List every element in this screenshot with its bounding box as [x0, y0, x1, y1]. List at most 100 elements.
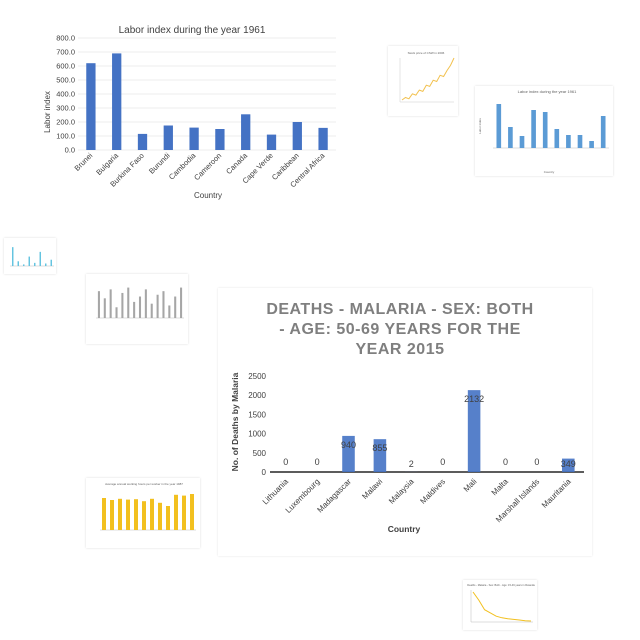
- chart-title: Labor index during the year 1961: [119, 25, 266, 36]
- mini-bar: [589, 141, 594, 148]
- gray-bar-thumbnail: [86, 274, 188, 344]
- mini-bar: [496, 104, 502, 148]
- bar: [112, 53, 122, 150]
- mini-bar: [150, 303, 153, 318]
- mini-bar: [508, 127, 513, 148]
- chart-title-line-1: DEATHS - MALARIA - SEX: BOTH: [266, 301, 533, 318]
- y-tick-label: 1000: [248, 430, 266, 439]
- x-tick-label: Canada: [224, 150, 250, 176]
- x-tick-label: Malawi: [360, 477, 384, 501]
- mini-bar: [600, 116, 606, 148]
- data-label: 2: [409, 459, 414, 469]
- mini-bar: [519, 136, 525, 148]
- x-tick-label: Mali: [462, 477, 479, 494]
- y-tick-label: 300.0: [56, 104, 75, 113]
- cyan-mini-chart: [10, 247, 54, 267]
- mini-bar: [12, 247, 14, 266]
- y-tick-label: 400.0: [56, 90, 75, 99]
- mini-bar: [45, 263, 47, 266]
- y-tick-label: 700.0: [56, 48, 75, 57]
- mini-bar: [138, 296, 142, 318]
- rwanda-malaria-mini-chart: Deaths - Malaria - Sex: Both - Age: 15-4…: [467, 583, 535, 623]
- x-tick-label: Cameroon: [192, 151, 223, 182]
- data-label: 2132: [464, 394, 484, 404]
- mini-bar: [133, 301, 136, 318]
- mini-bar: [168, 305, 171, 318]
- data-label: 940: [341, 440, 356, 450]
- x-axis-title: Country: [194, 191, 222, 200]
- mini-chart-title: Deaths - Malaria - Sex: Both - Age: 15-4…: [467, 583, 535, 587]
- mini-bar: [190, 494, 194, 530]
- mini-bar: [118, 498, 122, 530]
- x-tick-label: Maldives: [418, 477, 447, 506]
- labor-index-mini-chart: Labor index during the year 1961 Labor i…: [478, 89, 609, 174]
- labor-index-chart-panel: Labor index during the year 1961 Labor i…: [40, 18, 338, 202]
- mini-bar: [566, 135, 571, 148]
- mini-bar: [110, 500, 114, 530]
- mini-bar: [109, 289, 112, 318]
- bar: [137, 133, 148, 150]
- mini-bar: [134, 499, 138, 530]
- labor-index-chart: Labor index during the year 1961 Labor i…: [43, 25, 336, 200]
- y-tick-label: 200.0: [56, 118, 75, 127]
- mini-bar: [103, 298, 106, 318]
- y-tick-label: 2000: [248, 391, 266, 400]
- mini-bar: [115, 307, 118, 318]
- x-tick-label: Brunei: [73, 151, 95, 173]
- mini-bar: [50, 259, 52, 266]
- bar: [373, 439, 387, 472]
- mini-chart-title: Labor index during the year 1961: [518, 89, 577, 94]
- mini-bar: [542, 112, 548, 148]
- rwanda-malaria-line: [472, 591, 532, 622]
- bar: [318, 127, 328, 150]
- bar: [241, 114, 251, 150]
- mini-x-axis-title: Country: [544, 170, 555, 174]
- malaria-deaths-chart: DEATHS - MALARIA - SEX: BOTH - AGE: 50-6…: [230, 301, 584, 534]
- working-hours-thumbnail: Average annual working hours per worker …: [86, 478, 200, 548]
- mini-chart-title: Stock price of CSW in 2006: [408, 51, 445, 55]
- data-label: 0: [440, 457, 445, 467]
- mini-bar: [39, 251, 41, 266]
- data-label: 0: [315, 457, 320, 467]
- cyan-bar-thumbnail: [4, 238, 56, 274]
- bar: [163, 125, 173, 150]
- data-label: 0: [503, 457, 508, 467]
- mini-bar: [28, 256, 30, 266]
- mini-bar: [126, 499, 130, 530]
- mini-bar: [162, 291, 165, 318]
- mini-bar: [531, 110, 536, 148]
- bar: [467, 390, 481, 472]
- data-label: 0: [534, 457, 539, 467]
- mini-bar: [166, 506, 170, 530]
- mini-y-axis-title: Labor index: [478, 118, 482, 134]
- mini-bar: [23, 264, 25, 266]
- x-tick-label: Lithuania: [261, 477, 291, 507]
- x-tick-label: Mauritania: [540, 477, 573, 510]
- x-tick-label: Malta: [490, 477, 511, 498]
- x-tick-label: Burundi: [147, 151, 172, 176]
- y-tick-label: 2500: [248, 372, 266, 381]
- bar: [86, 63, 96, 151]
- chart-title-line-3: YEAR 2015: [356, 341, 445, 358]
- mini-bar: [127, 287, 130, 318]
- y-tick-label: 600.0: [56, 62, 75, 71]
- y-axis-title: Labor index: [43, 91, 52, 133]
- bar: [215, 129, 225, 150]
- bars: [342, 390, 575, 472]
- mini-bar: [156, 294, 159, 318]
- mini-bar: [554, 129, 560, 148]
- stock-price-mini-chart: Stock price of CSW in 2006: [399, 51, 455, 103]
- stock-price-line: [401, 57, 455, 101]
- gray-mini-chart: [96, 287, 184, 319]
- mini-bar: [174, 296, 177, 318]
- y-tick-label: 500.0: [56, 76, 75, 85]
- data-label: 0: [283, 457, 288, 467]
- bar: [562, 458, 575, 472]
- y-tick-label: 1500: [248, 410, 266, 419]
- y-axis-title: No. of Deaths by Malaria: [230, 372, 240, 471]
- mini-bar: [17, 261, 19, 266]
- mini-bar: [144, 289, 147, 318]
- malaria-deaths-chart-panel: DEATHS - MALARIA - SEX: BOTH - AGE: 50-6…: [218, 288, 592, 556]
- chart-title-line-2: - AGE: 50-69 YEARS FOR THE: [279, 321, 521, 338]
